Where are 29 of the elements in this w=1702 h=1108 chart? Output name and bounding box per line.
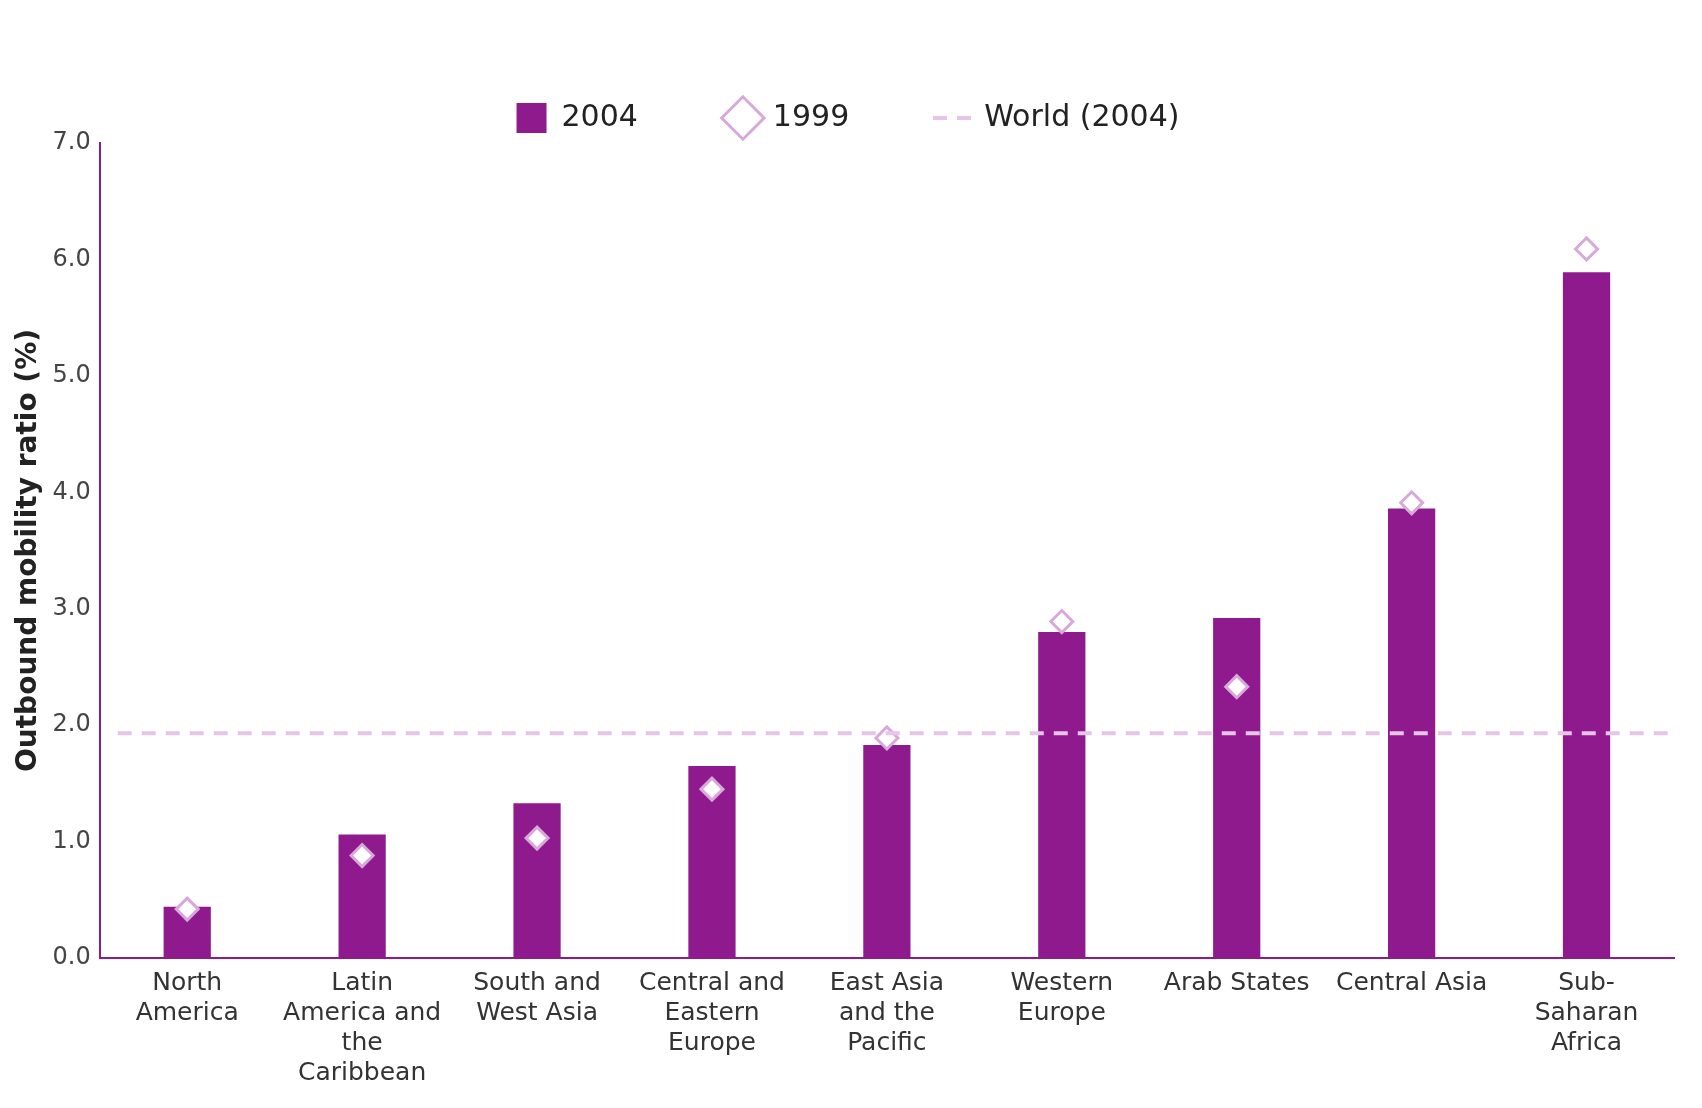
y-tick-label: 1.0 (52, 825, 91, 854)
y-tick-label: 0.0 (52, 942, 91, 971)
x-tick-label: Latin America and the Caribbean (283, 966, 442, 1086)
y-axis-title: Outbound mobility ratio (%) (10, 328, 44, 773)
point (1049, 609, 1075, 635)
x-tick-label: Central Asia (1335, 966, 1488, 996)
y-tick-label: 6.0 (52, 243, 91, 272)
point (699, 776, 725, 802)
point (524, 825, 550, 851)
legend-label: 1999 (772, 97, 850, 133)
x-tick-label: Arab States (1163, 966, 1310, 996)
point (349, 843, 375, 869)
legend-label: 2004 (561, 97, 638, 133)
y-tick-label: 2.0 (52, 709, 91, 738)
point (1399, 490, 1425, 516)
y-tick-label: 4.0 (52, 476, 91, 505)
x-tick-label: South and West Asia (473, 966, 601, 1026)
x-tick-label: Western Europe (1010, 966, 1114, 1026)
y-tick-label: 3.0 (52, 592, 91, 621)
y-tick-label: 5.0 (52, 360, 91, 389)
point (1574, 236, 1600, 262)
y-tick-label: 7.0 (52, 127, 91, 156)
x-tick-label: East Asia and the Pacific (829, 966, 945, 1056)
point (1224, 674, 1250, 700)
point (174, 896, 200, 922)
x-tick-label: Central and Eastern Europe (638, 966, 785, 1056)
legend-label: World (2004) (984, 97, 1180, 133)
x-tick-label: Sub-Saharan Africa (1534, 966, 1639, 1056)
x-tick-label: North America (135, 966, 239, 1026)
